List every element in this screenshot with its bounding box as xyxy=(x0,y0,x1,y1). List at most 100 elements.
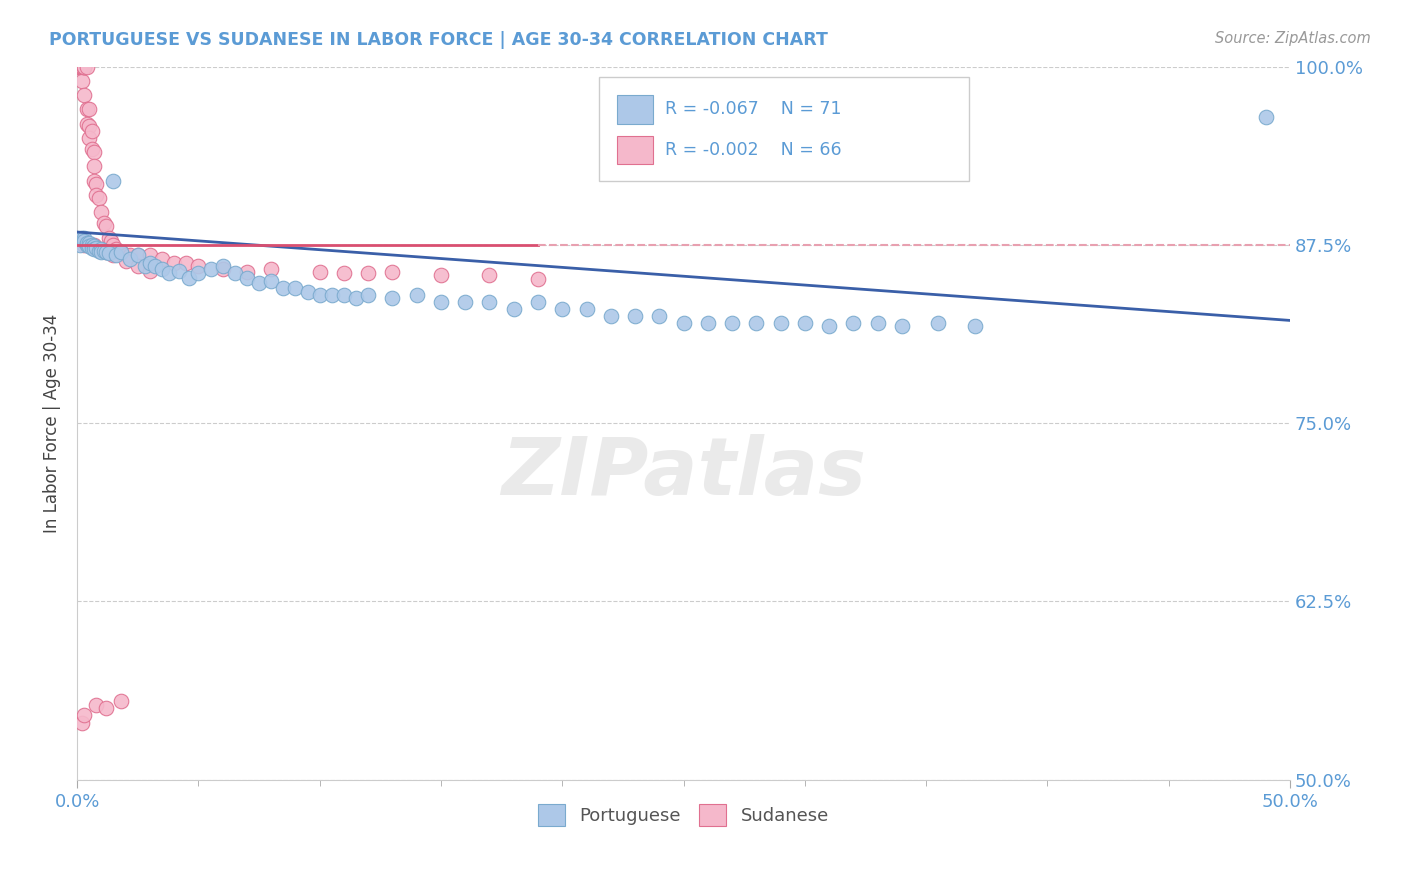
Point xyxy=(963,319,986,334)
Point xyxy=(721,316,744,330)
Point xyxy=(104,242,127,256)
Point xyxy=(551,301,574,316)
Text: R = -0.002    N = 66: R = -0.002 N = 66 xyxy=(665,141,842,159)
Point xyxy=(284,280,307,294)
Point xyxy=(73,231,96,245)
Point xyxy=(139,263,162,277)
Point xyxy=(76,117,98,131)
Point xyxy=(110,244,132,259)
Point xyxy=(87,191,110,205)
Text: Source: ZipAtlas.com: Source: ZipAtlas.com xyxy=(1215,31,1371,46)
Point xyxy=(83,242,105,256)
Point xyxy=(69,60,91,74)
Point xyxy=(478,294,501,309)
Point xyxy=(357,287,380,301)
Point xyxy=(321,287,343,301)
Point xyxy=(344,291,367,305)
Point xyxy=(96,219,118,234)
Point xyxy=(103,248,125,262)
Point xyxy=(745,316,768,330)
Point xyxy=(696,316,718,330)
Point xyxy=(76,237,98,252)
Point xyxy=(86,698,108,713)
Point xyxy=(866,316,889,330)
Point xyxy=(143,259,166,273)
Point xyxy=(76,60,98,74)
Point xyxy=(97,231,120,245)
Point xyxy=(527,272,550,286)
Point xyxy=(86,188,108,202)
Point xyxy=(890,319,912,334)
Point xyxy=(77,236,100,251)
Point xyxy=(150,262,173,277)
Point xyxy=(127,248,149,262)
Point xyxy=(90,242,112,256)
Point xyxy=(110,694,132,708)
Point xyxy=(163,256,186,270)
Text: R = -0.067    N = 71: R = -0.067 N = 71 xyxy=(665,101,842,119)
Point xyxy=(77,237,100,252)
Point xyxy=(97,246,120,260)
Point xyxy=(134,259,156,273)
Point xyxy=(769,316,792,330)
Point xyxy=(174,256,197,270)
Point xyxy=(77,103,100,117)
Text: ZIPatlas: ZIPatlas xyxy=(501,434,866,512)
Point xyxy=(150,252,173,266)
Point xyxy=(478,268,501,282)
Point xyxy=(100,234,122,248)
Point xyxy=(454,294,477,309)
Legend: Portuguese, Sudanese: Portuguese, Sudanese xyxy=(529,795,838,835)
FancyBboxPatch shape xyxy=(617,136,654,164)
Point xyxy=(127,259,149,273)
Point xyxy=(114,253,136,268)
Point xyxy=(80,237,103,252)
Point xyxy=(120,248,142,262)
Point xyxy=(73,60,96,74)
Point xyxy=(83,145,105,160)
Point xyxy=(260,273,283,287)
Point xyxy=(76,103,98,117)
Point xyxy=(103,237,125,252)
Point xyxy=(86,241,108,255)
Y-axis label: In Labor Force | Age 30-34: In Labor Force | Age 30-34 xyxy=(44,313,60,533)
Point xyxy=(157,266,180,280)
Point xyxy=(648,309,671,323)
Point xyxy=(93,244,115,258)
Point xyxy=(69,60,91,74)
Point xyxy=(247,277,270,291)
Point xyxy=(236,270,259,285)
Point xyxy=(177,270,200,285)
Point xyxy=(96,244,118,259)
Point xyxy=(381,291,404,305)
Point xyxy=(93,217,115,231)
Point xyxy=(86,241,108,255)
Point xyxy=(502,301,524,316)
Point xyxy=(127,248,149,262)
Point xyxy=(599,309,621,323)
Point xyxy=(211,259,233,273)
Point xyxy=(139,248,162,262)
Point xyxy=(70,74,93,88)
Point xyxy=(80,142,103,156)
Point xyxy=(333,287,356,301)
FancyBboxPatch shape xyxy=(617,95,654,124)
Point xyxy=(77,131,100,145)
Point xyxy=(260,262,283,277)
Point xyxy=(80,124,103,138)
Point xyxy=(90,205,112,219)
Point xyxy=(70,231,93,245)
Point xyxy=(405,287,427,301)
Point xyxy=(793,316,815,330)
Point xyxy=(83,174,105,188)
Point xyxy=(73,60,96,74)
Point xyxy=(83,239,105,253)
Point xyxy=(842,316,865,330)
Point xyxy=(73,234,96,248)
Point xyxy=(96,701,118,715)
Point xyxy=(430,268,453,282)
Point xyxy=(927,316,949,330)
FancyBboxPatch shape xyxy=(599,78,969,181)
Point xyxy=(527,294,550,309)
Point xyxy=(224,266,246,280)
